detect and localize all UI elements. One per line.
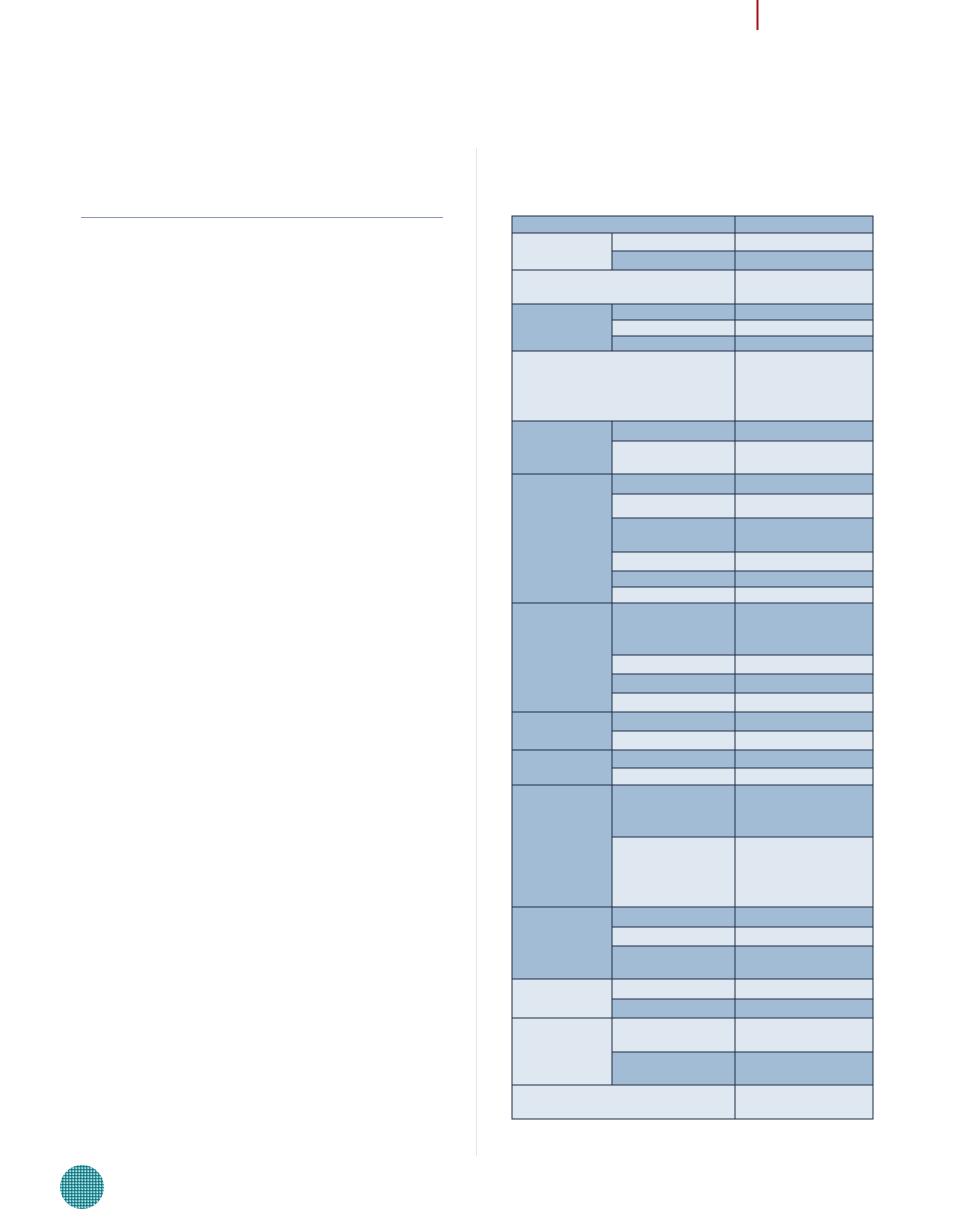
table-cell xyxy=(511,473,613,604)
table-cell xyxy=(734,350,874,422)
table-cell xyxy=(734,602,874,656)
table-cell xyxy=(611,602,736,656)
table-cell xyxy=(611,517,736,553)
table-cell xyxy=(511,906,613,980)
table-cell xyxy=(734,493,874,519)
table-cell xyxy=(511,269,736,305)
table-cell xyxy=(611,998,736,1019)
spec-table xyxy=(511,215,874,1120)
table-cell xyxy=(611,232,736,252)
table-cell xyxy=(734,551,874,572)
table-cell xyxy=(511,749,613,786)
table-cell xyxy=(734,836,874,908)
table-cell xyxy=(611,730,736,751)
logo-globe xyxy=(60,1165,104,1209)
table-cell xyxy=(734,250,874,271)
table-cell xyxy=(511,420,613,475)
table-cell xyxy=(734,440,874,475)
table-cell xyxy=(611,784,736,838)
table-cell xyxy=(734,945,874,980)
table-cell xyxy=(511,232,613,271)
table-cell xyxy=(734,586,874,604)
table-cell xyxy=(511,350,736,422)
table-cell xyxy=(734,420,874,442)
table-cell xyxy=(511,1017,613,1086)
table-cell xyxy=(734,335,874,352)
table-cell xyxy=(734,570,874,588)
table-cell xyxy=(511,784,613,908)
table-cell xyxy=(734,926,874,947)
table-cell xyxy=(734,654,874,675)
table-cell xyxy=(511,602,613,713)
table-cell xyxy=(734,730,874,751)
table-cell xyxy=(734,978,874,1000)
table-cell xyxy=(611,335,736,352)
table-cell xyxy=(611,586,736,604)
table-cell xyxy=(611,945,736,980)
table-cell xyxy=(734,749,874,769)
table-cell xyxy=(734,303,874,321)
table-cell xyxy=(611,767,736,786)
table-cell xyxy=(611,420,736,442)
table-cell xyxy=(734,692,874,713)
table-cell xyxy=(611,692,736,713)
table-cell xyxy=(734,517,874,553)
table-cell xyxy=(511,303,613,352)
table-cell xyxy=(611,749,736,769)
table-cell xyxy=(734,1017,874,1053)
table-cell xyxy=(611,493,736,519)
table-cell xyxy=(611,250,736,271)
table-cell xyxy=(611,440,736,475)
table-cell xyxy=(511,1084,736,1120)
table-cell xyxy=(611,836,736,908)
table-cell xyxy=(611,551,736,572)
table-cell xyxy=(611,926,736,947)
table-cell xyxy=(611,303,736,321)
table-cell xyxy=(734,1084,874,1120)
table-cell xyxy=(734,784,874,838)
table-cell xyxy=(734,215,874,234)
table-cell xyxy=(611,570,736,588)
table-cell xyxy=(511,978,613,1019)
table-cell xyxy=(611,654,736,675)
table-cell xyxy=(734,232,874,252)
table-cell xyxy=(734,998,874,1019)
table-cell xyxy=(611,711,736,732)
table-cell xyxy=(611,978,736,1000)
table-cell xyxy=(734,319,874,337)
table-cell xyxy=(734,473,874,495)
table-cell xyxy=(734,673,874,694)
table-cell xyxy=(611,1051,736,1086)
table-cell xyxy=(734,711,874,732)
table-cell xyxy=(611,906,736,928)
table-cell xyxy=(511,711,613,751)
table-cell xyxy=(611,1017,736,1053)
table-cell xyxy=(611,673,736,694)
table-cell xyxy=(734,906,874,928)
table-cell xyxy=(734,269,874,305)
table-cell xyxy=(611,473,736,495)
table-cell xyxy=(734,1051,874,1086)
table-cell xyxy=(734,767,874,786)
table-cell xyxy=(611,319,736,337)
table-cell xyxy=(511,215,736,234)
